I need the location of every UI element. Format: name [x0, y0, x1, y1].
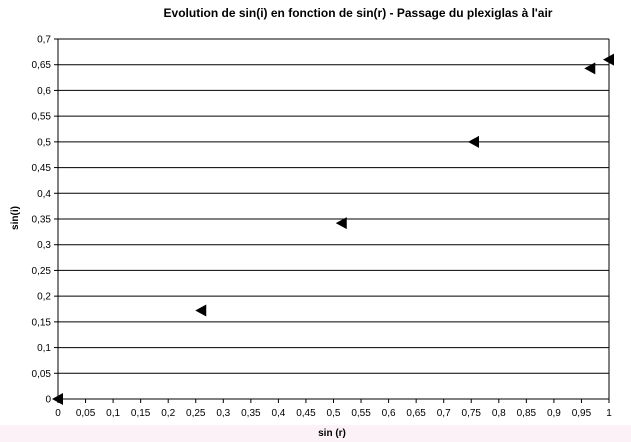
- x-tick-label: 0,9: [547, 408, 561, 419]
- x-tick-label: 0,65: [406, 408, 426, 419]
- y-tick-label: 0,25: [32, 266, 52, 277]
- chart-title: Evolution de sin(i) en fonction de sin(r…: [164, 6, 553, 20]
- data-point: [335, 217, 347, 230]
- x-tick-label: 0,55: [351, 408, 371, 419]
- y-tick-label: 0,3: [37, 240, 51, 251]
- x-tick-label: 0,2: [161, 408, 175, 419]
- y-tick-label: 0,05: [32, 369, 52, 380]
- y-tick-label: 0,45: [32, 163, 52, 174]
- bottom-band: [0, 425, 631, 442]
- y-tick-label: 0,4: [37, 189, 51, 200]
- data-point: [584, 62, 596, 75]
- data-point: [468, 135, 480, 148]
- x-tick-label: 0,05: [76, 408, 96, 419]
- y-tick-label: 0,5: [37, 137, 51, 148]
- x-tick-label: 0,15: [131, 408, 151, 419]
- y-axis-label: sin(i): [10, 206, 21, 230]
- x-tick-label: 0,25: [186, 408, 206, 419]
- tick-labels: 0 0,05 0,1 0,15 0,2 0,25 0,3 0,35 0,4 0,45 0,5 0,55…: [32, 35, 613, 420]
- y-tick-label: 0,1: [37, 343, 51, 354]
- y-tick-label: 0,2: [37, 292, 51, 303]
- data-point: [195, 304, 207, 317]
- y-tick-label: 0,35: [32, 215, 52, 226]
- y-tick-label: 0: [45, 395, 51, 406]
- x-tick-label: 0,7: [437, 408, 451, 419]
- x-axis-label: sin (r): [318, 428, 346, 439]
- data-point: [52, 393, 63, 405]
- y-tick-label: 0,6: [37, 86, 51, 97]
- y-tick-label: 0,7: [37, 35, 51, 46]
- y-tick-label: 0,55: [32, 112, 52, 123]
- x-tick-label: 0,5: [327, 408, 341, 419]
- x-tick-label: 0: [55, 408, 61, 419]
- y-tick-label: 0,15: [32, 317, 52, 328]
- x-tick-label: 0,1: [106, 408, 120, 419]
- x-tick-label: 0,6: [382, 408, 396, 419]
- x-tick-label: 0,95: [572, 408, 592, 419]
- x-tick-label: 0,4: [271, 408, 285, 419]
- data-point: [603, 53, 614, 66]
- y-tick-label: 0,65: [32, 60, 52, 71]
- x-tick-label: 0,35: [241, 408, 261, 419]
- x-tick-label: 0,3: [216, 408, 230, 419]
- data-points: [52, 53, 614, 405]
- x-tick-label: 0,45: [296, 408, 316, 419]
- gridlines: [58, 38, 609, 374]
- x-tick-label: 0,8: [492, 408, 506, 419]
- x-tick-label: 1: [606, 408, 612, 419]
- x-tick-label: 0,75: [462, 408, 482, 419]
- x-tick-label: 0,85: [517, 408, 537, 419]
